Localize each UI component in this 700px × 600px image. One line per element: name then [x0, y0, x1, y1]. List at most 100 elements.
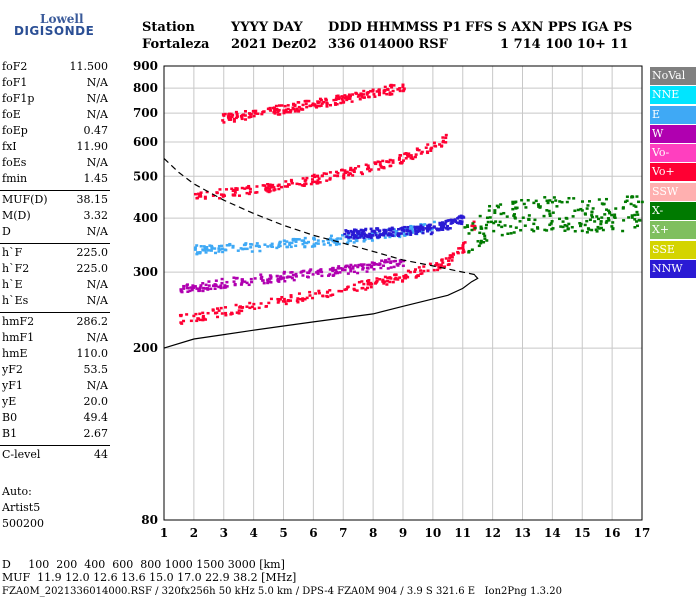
data-point: [199, 245, 203, 248]
data-point: [253, 277, 257, 280]
data-point: [346, 97, 350, 100]
data-point: [440, 259, 444, 262]
data-point: [545, 229, 549, 232]
data-point: [343, 94, 347, 97]
data-point: [371, 88, 375, 92]
data-point: [369, 227, 373, 231]
data-point: [369, 89, 373, 93]
data-point: [392, 84, 396, 87]
data-point: [303, 245, 307, 248]
data-point: [365, 286, 369, 290]
data-point: [473, 226, 477, 230]
param-label: foF2: [2, 60, 28, 73]
data-point: [325, 291, 329, 294]
data-point: [210, 246, 214, 249]
data-point: [213, 283, 217, 286]
data-point: [254, 244, 258, 248]
data-point: [355, 289, 359, 292]
data-point: [337, 289, 341, 293]
data-point: [461, 244, 465, 247]
data-point: [625, 199, 629, 203]
data-point: [318, 97, 322, 101]
data-point: [316, 239, 320, 242]
data-point: [321, 240, 325, 243]
data-point: [387, 232, 391, 235]
data-point: [266, 107, 270, 111]
data-point: [471, 222, 475, 225]
x-tick-label: 16: [604, 526, 621, 540]
data-point: [308, 290, 312, 294]
data-point: [329, 237, 333, 240]
data-point: [298, 298, 302, 301]
data-point: [377, 168, 381, 171]
data-point: [499, 212, 503, 216]
data-point: [284, 180, 288, 183]
data-point: [511, 200, 515, 204]
data-point: [278, 277, 282, 281]
data-point: [637, 200, 641, 204]
data-point: [585, 207, 589, 210]
data-point: [213, 311, 217, 315]
data-point: [386, 276, 390, 280]
data-point: [209, 249, 213, 252]
data-point: [329, 294, 333, 297]
muf-profile-dashed: [163, 157, 478, 276]
data-point: [213, 287, 217, 290]
data-point: [498, 220, 502, 224]
footer-muf-row: MUF 11.9 12.0 12.6 13.6 15.0 17.0 22.9 3…: [2, 571, 297, 584]
data-point: [254, 191, 258, 194]
data-point: [393, 234, 397, 238]
param-row: foF1p N/A: [2, 92, 108, 106]
params-separator: [0, 243, 110, 244]
data-point: [322, 243, 326, 246]
data-point: [220, 277, 224, 281]
data-point: [249, 115, 253, 119]
data-point: [479, 239, 483, 243]
data-point: [330, 267, 334, 270]
data-point: [434, 145, 438, 148]
data-point: [406, 269, 410, 273]
data-point: [343, 96, 347, 100]
data-point: [402, 274, 406, 278]
data-point: [303, 297, 307, 301]
data-point: [371, 234, 375, 237]
data-point: [217, 309, 221, 312]
data-point: [356, 95, 360, 98]
data-point: [376, 160, 380, 163]
data-point: [225, 280, 229, 284]
data-point: [425, 150, 429, 153]
param-label: foEp: [2, 124, 28, 137]
data-point: [366, 263, 370, 267]
data-point: [336, 267, 340, 270]
data-point: [223, 284, 227, 287]
data-point: [506, 232, 510, 235]
data-point: [264, 305, 268, 308]
data-point: [382, 234, 386, 237]
data-point: [585, 219, 589, 223]
data-point: [497, 223, 501, 227]
data-point: [337, 97, 341, 101]
data-point: [195, 319, 199, 323]
data-point: [611, 227, 615, 230]
data-point: [271, 183, 275, 187]
data-point: [493, 211, 497, 215]
data-point: [219, 193, 223, 196]
data-point: [201, 314, 205, 318]
data-point: [220, 244, 224, 248]
data-point: [485, 216, 489, 220]
data-point: [377, 235, 381, 239]
data-point: [316, 175, 320, 178]
data-point: [297, 292, 301, 295]
data-point: [429, 149, 433, 152]
data-point: [317, 104, 321, 108]
param-label: hmF1: [2, 331, 35, 344]
data-point: [277, 104, 281, 107]
data-point: [205, 248, 209, 251]
data-point: [398, 154, 402, 157]
data-point: [438, 143, 442, 146]
data-point: [521, 216, 525, 219]
data-point: [352, 283, 356, 287]
data-point: [347, 173, 351, 177]
data-point: [217, 250, 221, 253]
data-point: [277, 245, 281, 248]
